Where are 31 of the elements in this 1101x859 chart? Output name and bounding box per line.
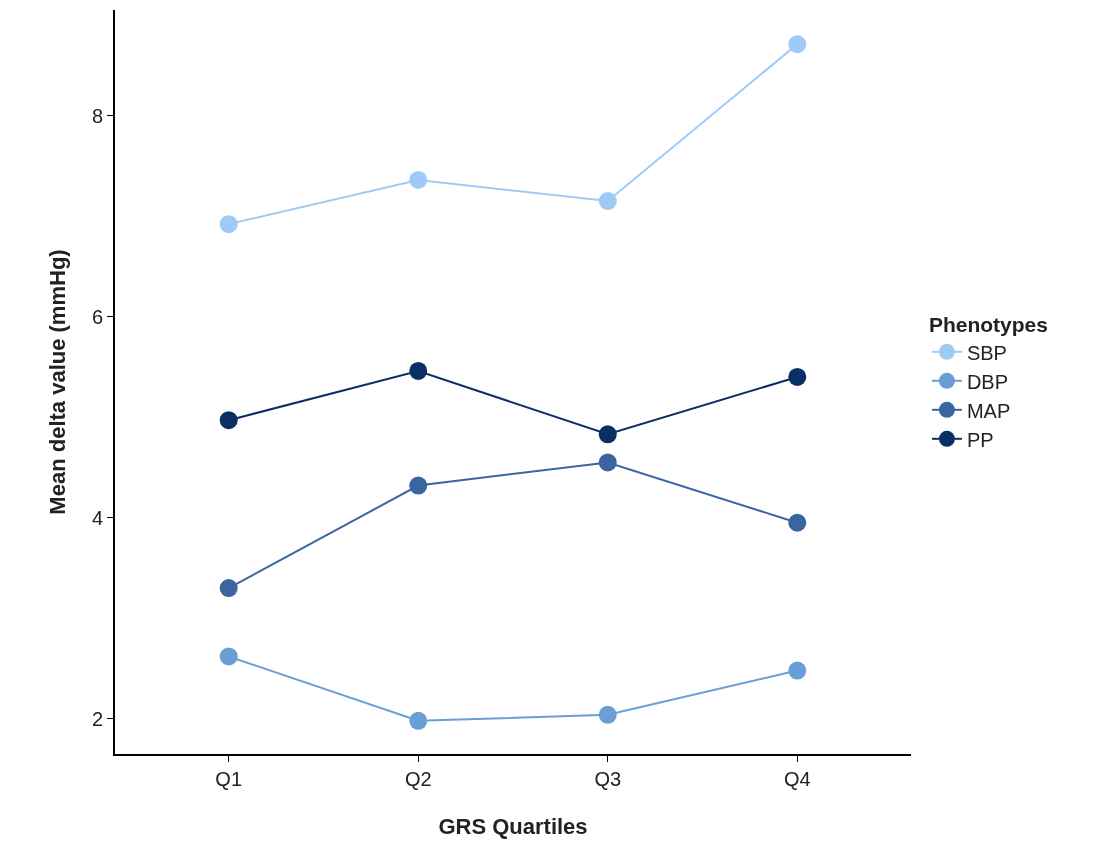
point	[598, 705, 617, 724]
point	[788, 367, 807, 386]
point	[598, 425, 617, 444]
legend-label: DBP	[966, 370, 1009, 393]
point	[788, 35, 807, 54]
point	[219, 215, 238, 234]
point	[409, 711, 428, 730]
point	[219, 579, 238, 598]
legend-title: Phenotypes	[928, 313, 1048, 337]
legend-label: SBP	[966, 341, 1007, 364]
y-axis-title: Mean delta value (mmHg)	[45, 249, 71, 515]
point	[219, 647, 238, 666]
y-tick-label: 2	[91, 707, 103, 730]
x-tick-label: Q2	[404, 768, 432, 790]
point	[409, 170, 428, 189]
y-tick-label: 6	[91, 305, 103, 328]
legend-label: PP	[966, 428, 994, 451]
point	[409, 361, 428, 380]
point	[598, 453, 617, 472]
y-tick-label: 4	[91, 506, 103, 529]
point	[788, 661, 807, 680]
x-tick-label: Q4	[783, 768, 811, 790]
legend-label: MAP	[966, 399, 1011, 422]
y-tick-label: 8	[91, 104, 103, 127]
point	[409, 476, 428, 495]
point	[788, 513, 807, 532]
point	[219, 411, 238, 430]
x-tick-label: Q1	[215, 768, 243, 790]
point	[598, 192, 617, 211]
x-axis-title: GRS Quartiles	[438, 814, 588, 840]
x-tick-label: Q3	[594, 768, 622, 790]
